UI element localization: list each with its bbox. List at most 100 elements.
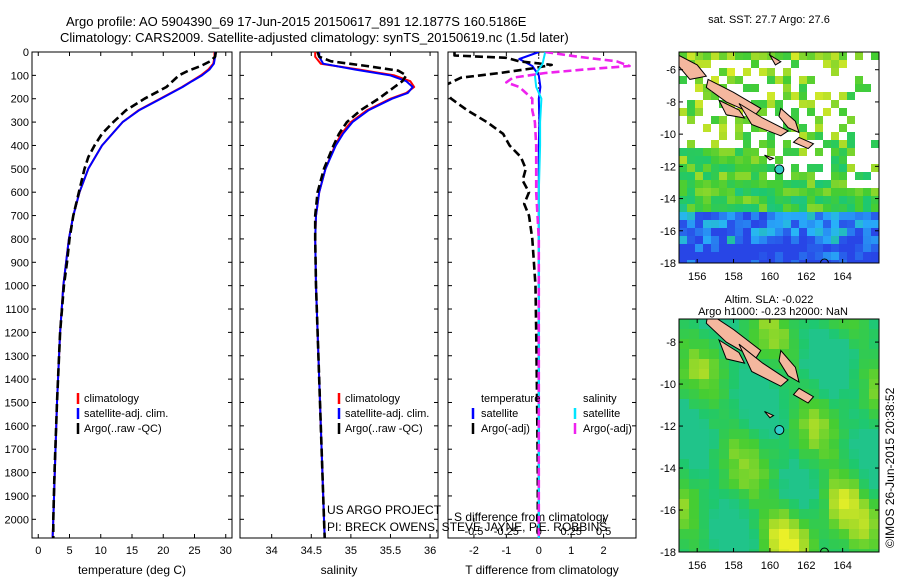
map-cell — [709, 369, 719, 379]
land-island-4 — [778, 349, 800, 384]
map-cell — [789, 489, 799, 499]
map-cell — [687, 252, 695, 260]
legend-label: satellite-adj. clim. — [345, 408, 429, 420]
map-cell — [749, 419, 759, 429]
map-cell — [819, 439, 829, 449]
map-cell — [719, 449, 729, 459]
map-cell — [779, 439, 789, 449]
x-tick-label: 160 — [761, 560, 779, 572]
map-cell — [679, 76, 687, 84]
map-cell — [729, 479, 739, 489]
map-cell — [703, 156, 711, 164]
map-cell — [831, 244, 839, 252]
map-cell — [759, 172, 767, 180]
map-cell — [767, 196, 775, 204]
map-cell — [709, 439, 719, 449]
map-cell — [789, 449, 799, 459]
map-cell — [689, 389, 699, 399]
map-cell — [687, 212, 695, 220]
map-cell — [751, 244, 759, 252]
map-cell — [679, 439, 689, 449]
map-cell — [767, 164, 775, 172]
map-cell — [829, 409, 839, 419]
map-cell — [791, 52, 799, 60]
map-cell — [839, 60, 847, 68]
map-cell — [719, 148, 727, 156]
map-cell — [859, 439, 869, 449]
map-cell — [799, 399, 809, 409]
map-cell — [779, 319, 789, 329]
map-cell — [847, 116, 855, 124]
map-cell — [779, 539, 789, 549]
map-cell — [855, 228, 863, 236]
map-cell — [687, 52, 695, 60]
map-cell — [729, 529, 739, 539]
map-cell — [839, 359, 849, 369]
map-cell — [679, 519, 689, 529]
map-cell — [869, 379, 879, 389]
map-cell — [859, 489, 869, 499]
map-cell — [719, 180, 727, 188]
map-cell — [709, 499, 719, 509]
map-cell — [729, 539, 739, 549]
map-cell — [849, 379, 859, 389]
map-cell — [679, 539, 689, 549]
x-tick-label: 35 — [345, 545, 357, 557]
map-cell — [769, 469, 779, 479]
map-cell — [869, 509, 879, 519]
map-cell — [749, 399, 759, 409]
map-cell — [719, 409, 729, 419]
map-cell — [859, 359, 869, 369]
map-cell — [767, 180, 775, 188]
map-cell — [689, 509, 699, 519]
map-cell — [869, 339, 879, 349]
map-cell — [739, 529, 749, 539]
map-cell — [729, 319, 739, 329]
map-cell — [759, 196, 767, 204]
map-cell — [809, 349, 819, 359]
map-cell — [719, 519, 729, 529]
map-cell — [791, 148, 799, 156]
map-cell — [783, 244, 791, 252]
map-cell — [791, 260, 799, 263]
map-cell — [679, 164, 687, 172]
land-island-5 — [792, 387, 815, 404]
map-cell — [849, 519, 859, 529]
map-cell — [759, 529, 769, 539]
map-cell — [751, 228, 759, 236]
map-cell — [695, 220, 703, 228]
map-cell — [799, 539, 809, 549]
map-cell — [779, 409, 789, 419]
map-cell — [829, 399, 839, 409]
map-cell — [743, 212, 751, 220]
y-tick-label: 100 — [11, 70, 29, 82]
map-cell — [783, 212, 791, 220]
map-cell — [839, 479, 849, 489]
x-tick-label: 30 — [220, 545, 232, 557]
map-cell — [847, 220, 855, 228]
map-cell — [783, 204, 791, 212]
map-cell — [819, 539, 829, 549]
map-cell — [711, 220, 719, 228]
map-cell — [767, 252, 775, 260]
map-cell — [711, 196, 719, 204]
map-cell — [679, 156, 687, 164]
map-cell — [819, 499, 829, 509]
map-cell — [799, 349, 809, 359]
land-island-4 — [778, 107, 800, 134]
map-cell — [839, 236, 847, 244]
map-cell — [679, 509, 689, 519]
map-cell — [719, 212, 727, 220]
map-cell — [689, 349, 699, 359]
map-cell — [687, 196, 695, 204]
map-cell — [789, 379, 799, 389]
map-cell — [689, 419, 699, 429]
map-cell — [859, 449, 869, 459]
map-cell — [679, 369, 689, 379]
map-cell — [863, 260, 871, 263]
map-cell — [819, 479, 829, 489]
map-cell — [769, 489, 779, 499]
land-island-6 — [764, 410, 775, 419]
map-cell — [679, 319, 689, 329]
map-cell — [871, 204, 879, 212]
